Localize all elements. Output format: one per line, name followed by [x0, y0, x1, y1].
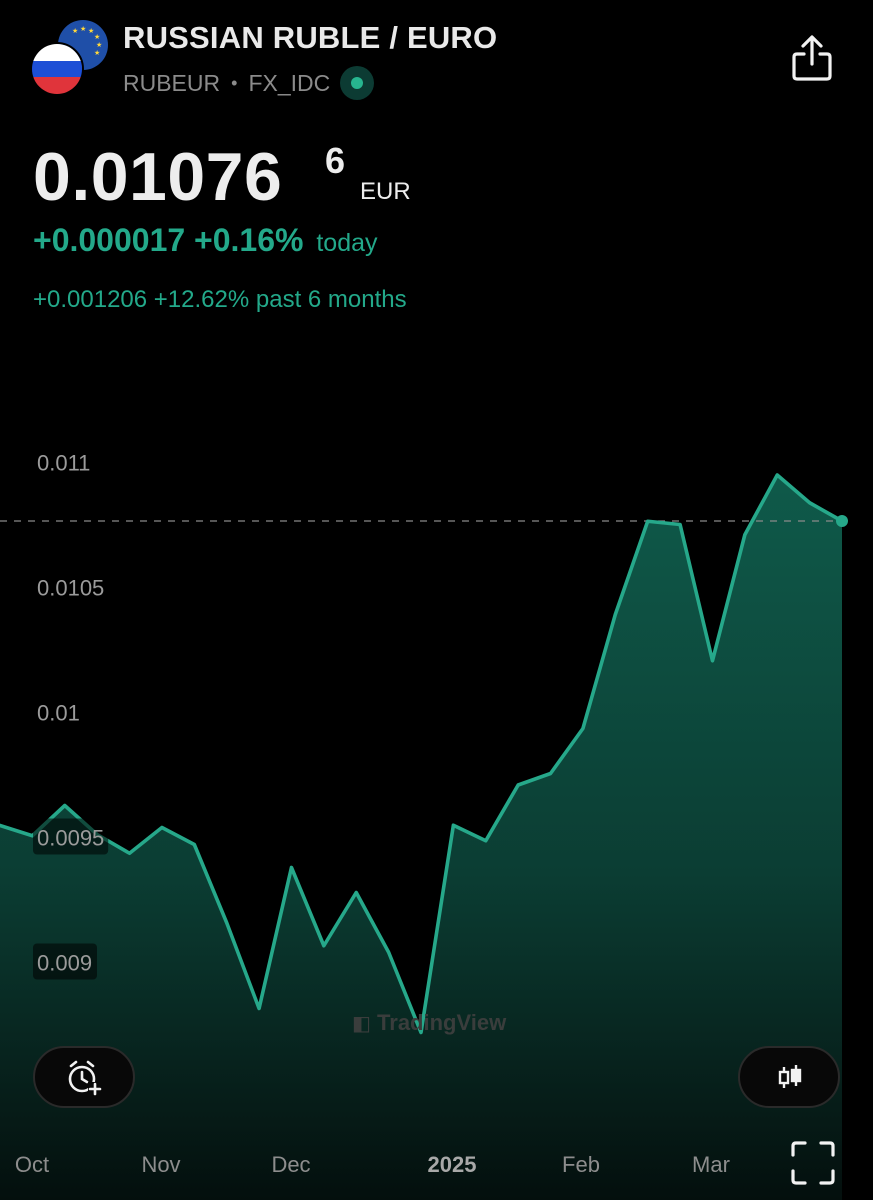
y-tick-background [33, 693, 86, 730]
tradingview-watermark: ◧ TradingView [352, 1010, 506, 1036]
current-price: 0.01076 [33, 139, 283, 215]
price-currency: EUR [360, 178, 411, 205]
svg-text:★: ★ [72, 27, 78, 35]
russia-flag-icon [30, 42, 84, 96]
daily-change-percent: +0.16% [194, 222, 304, 258]
x-tick-label: Oct [15, 1152, 49, 1177]
y-tick-background [33, 818, 109, 855]
svg-text:★: ★ [88, 27, 94, 35]
tradingview-logo-icon: ◧ [352, 1013, 371, 1035]
x-tick-label: Feb [562, 1152, 600, 1177]
svg-text:★: ★ [94, 33, 100, 41]
add-alert-button[interactable] [33, 1046, 135, 1108]
x-tick-label: Mar [692, 1152, 730, 1177]
price-area-fill [0, 475, 842, 1200]
x-tick-label: 2025 [428, 1152, 477, 1177]
share-button[interactable] [788, 34, 836, 84]
chart-type-button[interactable] [738, 1046, 840, 1108]
daily-change-absolute: +0.000017 [33, 222, 186, 258]
price-fractional-digit: 6 [325, 140, 346, 181]
y-tick-background [33, 568, 109, 605]
instrument-title: RUSSIAN RUBLE / EURO [123, 20, 498, 55]
symbol-line: RUBEUR • FX_IDC [123, 66, 375, 100]
svg-text:★: ★ [96, 41, 102, 49]
candlestick-icon [778, 1065, 802, 1088]
exchange-code: FX_IDC [248, 69, 331, 96]
x-tick-label: Nov [141, 1152, 180, 1177]
y-tick-label: 0.0105 [37, 576, 104, 601]
y-tick-label: 0.01 [37, 701, 80, 726]
last-price-dot [836, 515, 848, 527]
daily-change: +0.000017 +0.16% today [33, 222, 378, 259]
y-tick-label: 0.0095 [37, 826, 104, 851]
y-tick-background [33, 443, 97, 480]
symbol-code: RUBEUR [123, 69, 221, 96]
svg-text:★: ★ [94, 49, 100, 57]
add-alert-clock-icon [68, 1060, 102, 1096]
fullscreen-button[interactable] [790, 1140, 836, 1186]
period-change: +0.001206 +12.62% past 6 months [33, 286, 407, 313]
svg-text:★: ★ [80, 25, 86, 33]
expand-icon [791, 1141, 835, 1185]
y-tick-label: 0.011 [37, 451, 90, 476]
share-icon [792, 35, 832, 81]
daily-change-label: today [316, 229, 378, 257]
header: ★ ★ ★ ★ ★ ★ RUSSIAN RUBLE / EURO RUBEUR … [0, 0, 873, 110]
y-tick-label: 0.009 [37, 951, 92, 976]
separator-dot: • [231, 72, 238, 93]
live-status-icon [340, 66, 375, 100]
watermark-text: TradingView [377, 1010, 507, 1035]
y-tick-background [33, 943, 97, 980]
x-tick-label: Dec [271, 1152, 310, 1177]
